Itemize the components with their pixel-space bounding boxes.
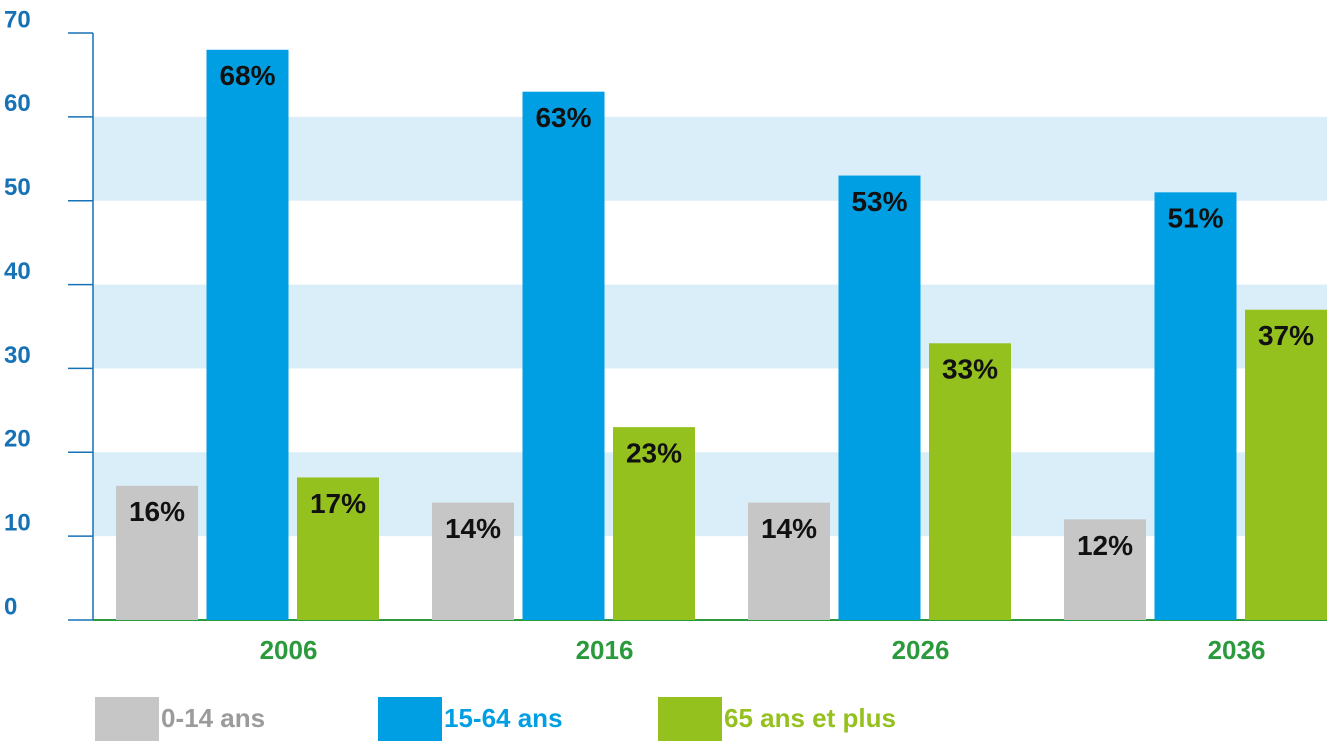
bar xyxy=(297,477,379,620)
legend-swatch xyxy=(378,697,442,741)
bar xyxy=(432,502,514,620)
x-tick-label: 2026 xyxy=(892,635,950,665)
bar xyxy=(838,175,921,621)
value-label: 51% xyxy=(1167,203,1223,234)
legend-label: 0-14 ans xyxy=(161,703,265,733)
value-label: 63% xyxy=(535,102,591,133)
value-label: 14% xyxy=(445,513,501,544)
bar xyxy=(1064,519,1146,620)
value-label: 17% xyxy=(310,488,366,519)
y-tick-label: 0 xyxy=(4,593,17,620)
value-label: 68% xyxy=(219,60,275,91)
grid-band xyxy=(93,116,1327,201)
x-tick-label: 2036 xyxy=(1208,635,1266,665)
bar xyxy=(613,427,695,620)
x-tick-label: 2006 xyxy=(260,635,318,665)
y-tick-label: 30 xyxy=(4,342,31,369)
y-tick-label: 20 xyxy=(4,426,31,453)
bar xyxy=(929,343,1011,620)
legend-swatch xyxy=(95,697,159,741)
legend-swatch xyxy=(658,697,722,741)
bar xyxy=(206,49,289,621)
grid-band xyxy=(93,284,1327,369)
y-tick-label: 40 xyxy=(4,258,31,285)
bar xyxy=(1154,192,1237,621)
y-tick-label: 50 xyxy=(4,174,31,201)
value-label: 12% xyxy=(1077,530,1133,561)
y-tick-label: 10 xyxy=(4,509,31,536)
bar xyxy=(1245,309,1327,620)
y-tick-label: 60 xyxy=(4,90,31,117)
x-tick-label: 2016 xyxy=(576,635,634,665)
bar xyxy=(522,91,605,620)
bar xyxy=(116,485,198,620)
value-label: 14% xyxy=(761,513,817,544)
bar xyxy=(748,502,830,620)
value-label: 33% xyxy=(942,354,998,385)
value-label: 23% xyxy=(626,438,682,469)
legend-label: 15-64 ans xyxy=(444,703,563,733)
legend-label: 65 ans et plus xyxy=(724,703,896,733)
value-label: 37% xyxy=(1258,320,1314,351)
y-tick-label: 70 xyxy=(4,6,31,33)
value-label: 53% xyxy=(851,186,907,217)
value-label: 16% xyxy=(129,496,185,527)
